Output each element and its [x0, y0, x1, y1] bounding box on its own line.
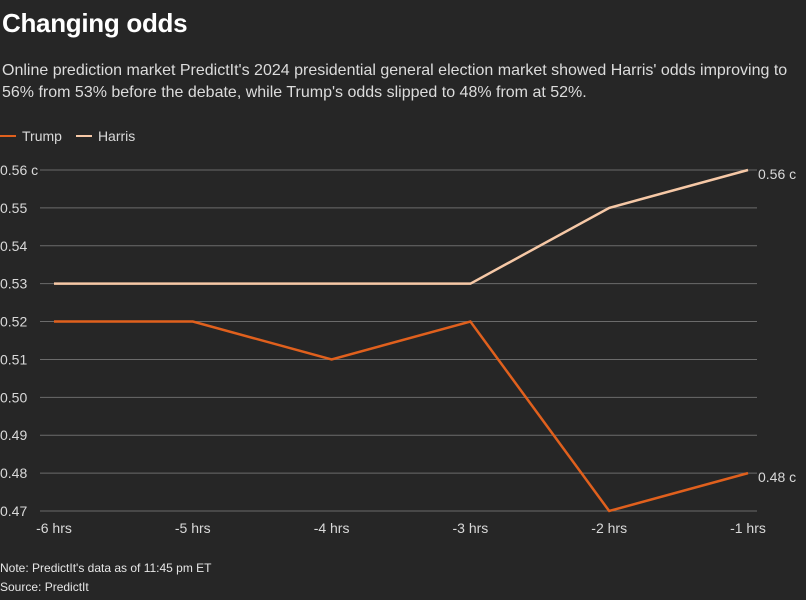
y-tick-label: 0.48 — [0, 465, 27, 481]
x-tick-label: -1 hrs — [730, 520, 766, 536]
legend: Trump Harris — [0, 128, 135, 144]
y-tick-label: 0.55 — [0, 200, 27, 216]
series-line-trump — [54, 320, 749, 513]
y-tick-label: 0.56 c — [0, 162, 38, 178]
legend-label-harris: Harris — [97, 128, 136, 144]
y-tick-label: 0.47 — [0, 503, 27, 519]
y-tick-label: 0.52 — [0, 314, 27, 330]
series-line-harris — [54, 168, 749, 285]
x-tick-label: -5 hrs — [175, 520, 211, 536]
legend-swatch-harris — [75, 135, 92, 137]
chart-source: Source: PredictIt — [0, 580, 89, 594]
end-label-harris: 0.56 c — [758, 166, 796, 182]
chart-note: Note: PredictIt's data as of 11:45 pm ET — [0, 561, 212, 575]
legend-swatch-trump — [0, 135, 16, 137]
y-tick-label: 0.54 — [0, 238, 27, 254]
chart-subtitle: Online prediction market PredictIt's 202… — [2, 62, 788, 101]
y-tick-label: 0.49 — [0, 427, 27, 443]
end-label-trump: 0.48 c — [758, 469, 796, 485]
y-tick-label: 0.50 — [0, 389, 27, 405]
y-tick-label: 0.53 — [0, 276, 27, 292]
y-tick-label: 0.51 — [0, 351, 27, 367]
chart-title: Changing odds — [2, 8, 188, 38]
legend-item-harris: Harris — [75, 128, 136, 144]
x-tick-label: -6 hrs — [36, 520, 72, 536]
x-tick-label: -4 hrs — [314, 520, 350, 536]
x-tick-label: -3 hrs — [453, 520, 489, 536]
legend-item-trump: Trump — [0, 128, 62, 144]
x-tick-label: -2 hrs — [591, 520, 627, 536]
legend-label-trump: Trump — [22, 128, 62, 144]
